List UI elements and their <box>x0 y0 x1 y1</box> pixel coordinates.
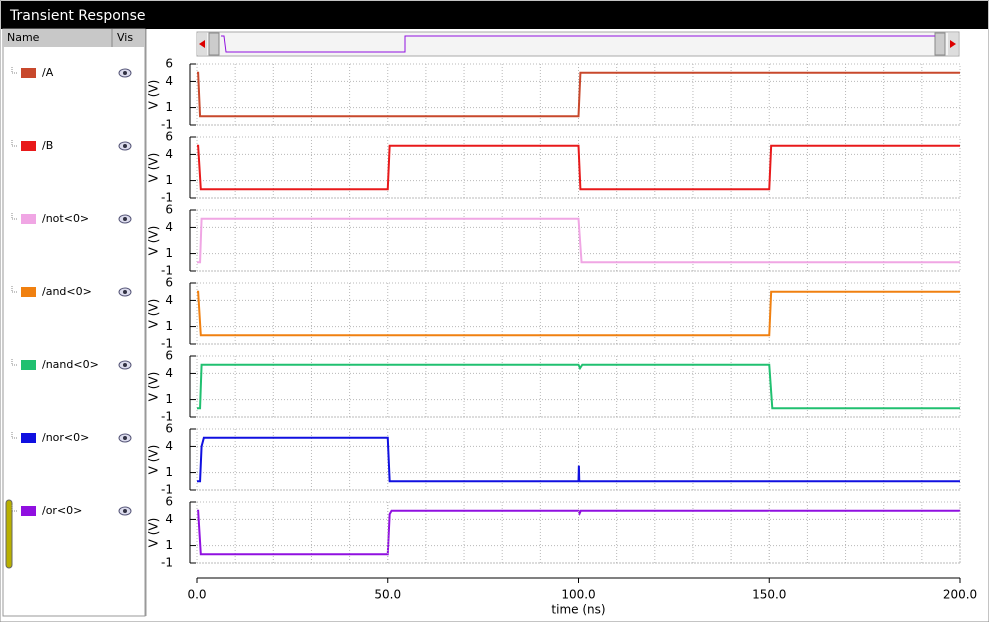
x-axis-label: time (ns) <box>551 603 605 617</box>
tree-connector <box>11 286 18 293</box>
y-tick-label: 1 <box>165 319 173 333</box>
eye-pupil <box>123 509 127 513</box>
waveform <box>197 144 960 191</box>
y-tick-label: -1 <box>161 556 173 570</box>
y-tick-label: 1 <box>165 173 173 187</box>
waveform <box>197 71 960 118</box>
y-tick-label: 4 <box>165 147 173 161</box>
y-axis-label: V (V) <box>147 80 161 110</box>
eye-pupil <box>123 436 127 440</box>
y-tick-label: 6 <box>165 422 173 436</box>
tree-connector <box>11 505 18 512</box>
waveform <box>197 509 960 556</box>
y-tick-label: 4 <box>165 512 173 526</box>
arrow-left <box>199 40 205 48</box>
y-tick-label: 6 <box>165 203 173 217</box>
y-tick-label: -1 <box>161 337 173 351</box>
y-tick-label: 6 <box>165 276 173 290</box>
y-tick-label: 4 <box>165 293 173 307</box>
legend-label: /B <box>42 139 53 152</box>
y-axis-label: V (V) <box>147 299 161 329</box>
y-tick-label: 6 <box>165 349 173 363</box>
x-tick-label: 50.0 <box>374 588 401 602</box>
y-tick-label: -1 <box>161 264 173 278</box>
x-tick-label: 100.0 <box>561 588 595 602</box>
eye-pupil <box>123 71 127 75</box>
legend-swatch <box>21 360 36 370</box>
tree-connector <box>11 67 18 74</box>
y-tick-label: -1 <box>161 410 173 424</box>
eye-pupil <box>123 217 127 221</box>
tree-connector <box>11 140 18 147</box>
waveform <box>197 363 960 410</box>
y-axis-label: V (V) <box>147 518 161 548</box>
y-tick-label: 4 <box>165 74 173 88</box>
legend-swatch <box>21 433 36 443</box>
tree-connector <box>11 213 18 220</box>
legend-label: /or<0> <box>42 504 82 517</box>
y-tick-label: 4 <box>165 366 173 380</box>
scrollbar-thumb[interactable] <box>5 499 13 569</box>
signal-panel <box>2 28 146 617</box>
waveform <box>197 217 960 264</box>
legend-label: /not<0> <box>42 212 89 225</box>
y-tick-label: 1 <box>165 392 173 406</box>
legend-label: /nor<0> <box>42 431 89 444</box>
eye-pupil <box>123 290 127 294</box>
y-tick-label: 4 <box>165 220 173 234</box>
x-tick-label: 0.0 <box>187 588 206 602</box>
column-header: Vis <box>117 31 133 44</box>
legend-swatch <box>21 287 36 297</box>
y-tick-label: 1 <box>165 100 173 114</box>
y-axis-label: V (V) <box>147 153 161 183</box>
waveform <box>197 290 960 337</box>
y-tick-label: 4 <box>165 439 173 453</box>
x-tick-label: 200.0 <box>943 588 977 602</box>
y-tick-label: 1 <box>165 538 173 552</box>
y-tick-label: 6 <box>165 495 173 509</box>
legend-label: /nand<0> <box>42 358 99 371</box>
legend-swatch <box>21 214 36 224</box>
range-handle[interactable] <box>934 32 946 56</box>
legend-swatch <box>21 141 36 151</box>
eye-pupil <box>123 144 127 148</box>
y-tick-label: 1 <box>165 465 173 479</box>
y-tick-label: -1 <box>161 483 173 497</box>
legend-label: /A <box>42 66 54 79</box>
y-tick-label: 1 <box>165 246 173 260</box>
x-tick-label: 150.0 <box>752 588 786 602</box>
title-bar <box>1 1 988 29</box>
y-axis-label: V (V) <box>147 372 161 402</box>
column-header: Name <box>7 31 40 44</box>
y-tick-label: 6 <box>165 57 173 71</box>
legend-label: /and<0> <box>42 285 92 298</box>
tree-connector <box>11 432 18 439</box>
y-axis-label: V (V) <box>147 226 161 256</box>
arrow-right <box>950 40 956 48</box>
window-title: Transient Response <box>9 8 146 24</box>
waveform <box>197 436 960 483</box>
legend-swatch <box>21 506 36 516</box>
eye-pupil <box>123 363 127 367</box>
range-handle[interactable] <box>208 32 220 56</box>
y-tick-label: -1 <box>161 191 173 205</box>
tree-connector <box>11 359 18 366</box>
y-axis-label: V (V) <box>147 445 161 475</box>
list-header <box>3 29 145 47</box>
y-tick-label: -1 <box>161 118 173 132</box>
legend-swatch <box>21 68 36 78</box>
y-tick-label: 6 <box>165 130 173 144</box>
overview-trace <box>221 35 935 53</box>
